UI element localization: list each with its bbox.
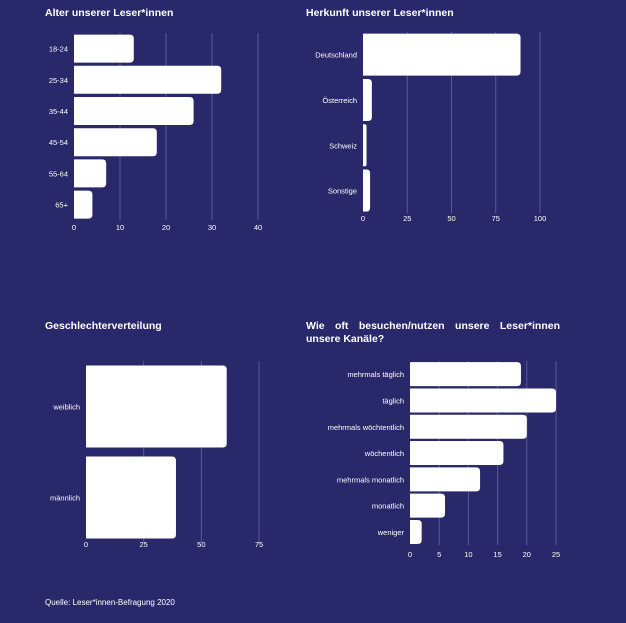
chart-title-gender: Geschlechterverteilung [45,320,162,332]
bar-frequency-3 [410,441,504,466]
tick-label-frequency-3: 15 [493,550,501,559]
source-note: Quelle: Leser*innen-Befragung 2020 [45,598,175,607]
category-label-frequency-3: wöchentlich [364,449,404,458]
bar-age-1 [74,65,222,94]
category-label-origin-1: Österreich [322,96,357,105]
category-label-age-4: 55-64 [49,169,68,178]
tick-label-origin-2: 50 [447,214,455,223]
tick-label-age-4: 40 [254,223,262,232]
tick-label-gender-0: 0 [84,540,88,549]
category-label-gender-1: männlich [50,494,80,503]
tick-label-origin-0: 0 [361,214,365,223]
bar-origin-1 [363,78,372,121]
category-label-age-3: 45-54 [49,138,68,147]
category-label-age-2: 35-44 [49,107,68,116]
category-label-origin-2: Schweiz [329,141,357,150]
bar-frequency-6 [410,519,422,544]
category-label-age-5: 65+ [55,201,68,210]
bar-origin-2 [363,124,367,167]
tick-label-origin-1: 25 [403,214,411,223]
category-label-origin-3: Sonstige [328,187,357,196]
category-label-gender-0: weiblich [52,403,80,412]
tick-label-age-2: 20 [162,223,170,232]
tick-label-gender-1: 25 [139,540,147,549]
tick-label-age-1: 10 [116,223,124,232]
category-label-frequency-0: mehrmals täglich [347,370,404,379]
bar-age-2 [74,97,194,125]
tick-label-gender-2: 50 [197,540,205,549]
tick-label-frequency-2: 10 [464,550,472,559]
tick-label-frequency-1: 5 [437,550,441,559]
bar-frequency-5 [410,493,446,518]
tick-label-origin-4: 100 [534,214,547,223]
tick-label-gender-3: 75 [255,540,263,549]
bar-origin-0 [363,33,521,76]
bar-frequency-4 [410,467,481,492]
tick-label-age-0: 0 [72,223,76,232]
tick-label-frequency-4: 20 [523,550,531,559]
tick-label-origin-3: 75 [492,214,500,223]
category-label-frequency-4: mehrmals monatlich [337,475,404,484]
bar-age-4 [74,159,107,188]
category-label-age-1: 25-34 [49,76,68,85]
bar-age-0 [74,34,134,63]
tick-label-frequency-0: 0 [408,550,412,559]
category-label-frequency-1: täglich [382,396,404,405]
bar-frequency-2 [410,414,527,439]
tick-label-age-3: 30 [208,223,216,232]
bar-origin-3 [363,169,371,212]
tick-label-frequency-5: 25 [552,550,560,559]
bar-frequency-0 [410,362,521,387]
category-label-frequency-6: weniger [377,528,405,537]
category-label-frequency-5: monatlich [372,502,404,511]
category-label-origin-0: Deutschland [315,51,357,60]
bar-gender-1 [86,456,176,539]
category-label-frequency-2: mehrmals wöchtentlich [328,423,404,432]
chart-title-origin: Herkunft unserer Leser*innen [306,7,454,19]
chart-title-age: Alter unserer Leser*innen [45,7,174,19]
category-label-age-0: 18-24 [49,45,68,54]
bar-age-5 [74,190,93,219]
bar-gender-0 [86,365,227,448]
bar-age-3 [74,128,157,157]
bar-frequency-1 [410,388,556,413]
chart-title-frequency: Wie oft besuchen/nutzen unsere Leser*inn… [306,320,560,345]
